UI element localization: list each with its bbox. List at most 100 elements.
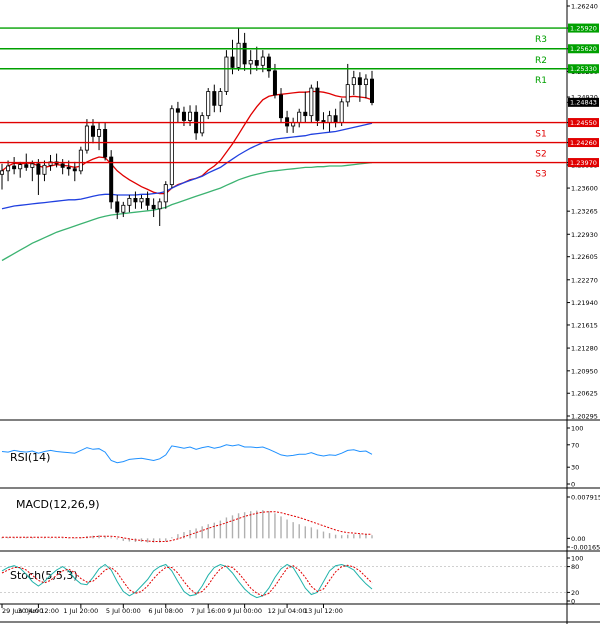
- macd-label: MACD(12,26,9): [16, 498, 100, 511]
- level-label-s1: S1: [535, 130, 546, 140]
- price-tick-label: 1.21940: [571, 299, 598, 307]
- stoch-label: Stoch(5,5,3): [10, 569, 78, 582]
- candle-body: [315, 87, 320, 121]
- candle-body: [218, 91, 223, 106]
- candle-body: [224, 56, 229, 92]
- price-tick-label: 1.20625: [571, 390, 598, 398]
- level-label-s2: S2: [535, 150, 546, 160]
- time-tick-label: 9 Jul 00:00: [227, 607, 262, 615]
- macd-signal-line: [2, 511, 372, 542]
- level-price-tag: [568, 64, 599, 74]
- candle-body: [357, 77, 362, 86]
- candle-body: [303, 111, 308, 117]
- level-label-r1: R1: [535, 76, 547, 86]
- candle-body: [90, 125, 95, 137]
- price-tick-label: 1.21280: [571, 345, 598, 353]
- candle-body: [127, 198, 132, 206]
- candle-body: [36, 163, 41, 175]
- level-price-tag: [568, 44, 599, 54]
- macd-tick-label: 0.00: [571, 535, 585, 543]
- candle-body: [121, 204, 126, 213]
- stoch-tick-label: 0: [571, 598, 575, 606]
- candle-body: [84, 125, 89, 151]
- candle-body: [60, 163, 65, 168]
- candle-body: [175, 108, 180, 113]
- rsi-label: RSI(14): [10, 451, 50, 464]
- price-tick-label: 1.24920: [571, 94, 598, 102]
- rsi-tick-label: 100: [571, 425, 583, 433]
- level-price-tag-text: 1.25330: [570, 65, 597, 73]
- candle-body: [169, 108, 174, 186]
- rsi-panel: RSI(14) 100 70 30 0: [0, 425, 600, 489]
- candle-body: [24, 164, 29, 168]
- candle-body: [309, 87, 314, 117]
- candle-body: [369, 78, 374, 103]
- level-price-tag-text: 1.24260: [570, 139, 597, 147]
- candle-body: [66, 166, 71, 170]
- level-price-tag-text: 1.23970: [570, 159, 597, 167]
- time-tick-label: 30 Jun 12:00: [18, 607, 59, 615]
- level-price-tag: [568, 158, 599, 168]
- candle-body: [42, 164, 47, 175]
- candle-body: [181, 111, 186, 121]
- price-tick-label: 1.22270: [571, 276, 598, 284]
- time-tick-label: 1 Jul 20:00: [63, 607, 98, 615]
- level-label-s3: S3: [535, 170, 546, 180]
- stoch-k-line: [1, 563, 373, 599]
- candle-body: [12, 165, 17, 170]
- level-price-tag: [568, 138, 599, 148]
- candle-body: [145, 198, 150, 206]
- candle-body: [242, 42, 247, 65]
- macd-tick-label: -0.001657: [571, 544, 600, 552]
- candle-body: [206, 91, 211, 117]
- rsi-tick-label: 0: [571, 481, 575, 489]
- candle-body: [327, 115, 332, 123]
- candle-body: [230, 56, 235, 68]
- moving-average-line: [1, 161, 373, 262]
- candle-body: [188, 111, 193, 121]
- candle-body: [339, 101, 344, 123]
- price-tick-label: 1.23600: [571, 185, 598, 193]
- candle-body: [333, 115, 338, 123]
- current-price-tag-text: 1.24843: [570, 99, 597, 107]
- time-tick-label: 7 Jul 16:00: [191, 607, 226, 615]
- level-price-tag-text: 1.24550: [570, 119, 597, 127]
- level-label-r3: R3: [535, 35, 547, 45]
- time-tick-label: 13 Jul 12:00: [304, 607, 343, 615]
- time-tick-label: 29 Jun 04:00: [2, 607, 43, 615]
- current-price-tag: [568, 97, 599, 107]
- main-plot-area: [0, 0, 566, 420]
- candle-body: [236, 42, 241, 68]
- candle-body: [272, 70, 277, 96]
- candle-body: [6, 165, 11, 172]
- candle-body: [351, 77, 356, 86]
- candle-body: [18, 164, 23, 170]
- rsi-tick-label: 30: [571, 464, 579, 472]
- stoch-d-line: [1, 564, 373, 597]
- time-tick-label: 5 Jul 00:00: [106, 607, 141, 615]
- price-tick-label: 1.22930: [571, 231, 598, 239]
- price-tick-label: 1.23265: [571, 208, 598, 216]
- price-tick-label: 1.26240: [571, 3, 598, 11]
- candle-body: [115, 201, 120, 213]
- candle-body: [266, 56, 271, 72]
- level-price-tag-text: 1.25920: [570, 24, 597, 32]
- level-price-tag-text: 1.25620: [570, 45, 597, 53]
- candle-body: [260, 56, 265, 66]
- candle-body: [30, 163, 35, 168]
- candle-body: [97, 129, 102, 137]
- candle-body: [363, 78, 368, 86]
- candle-body: [212, 91, 217, 106]
- candle-body: [72, 168, 77, 172]
- rsi-tick-label: 70: [571, 441, 579, 449]
- time-tick-label: 6 Jul 08:00: [148, 607, 183, 615]
- candle-body: [200, 115, 205, 134]
- candle-body: [163, 184, 168, 203]
- macd-tick-label: 0.007915: [571, 494, 600, 502]
- candle-body: [0, 170, 4, 175]
- stoch-tick-label: 80: [571, 563, 579, 571]
